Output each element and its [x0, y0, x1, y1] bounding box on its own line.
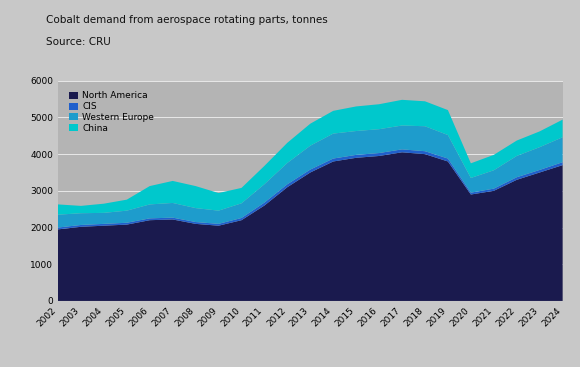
Text: Cobalt demand from aerospace rotating parts, tonnes: Cobalt demand from aerospace rotating pa… [46, 15, 328, 25]
Text: Source: CRU: Source: CRU [46, 37, 111, 47]
Legend: North America, CIS, Western Europe, China: North America, CIS, Western Europe, Chin… [67, 90, 155, 135]
